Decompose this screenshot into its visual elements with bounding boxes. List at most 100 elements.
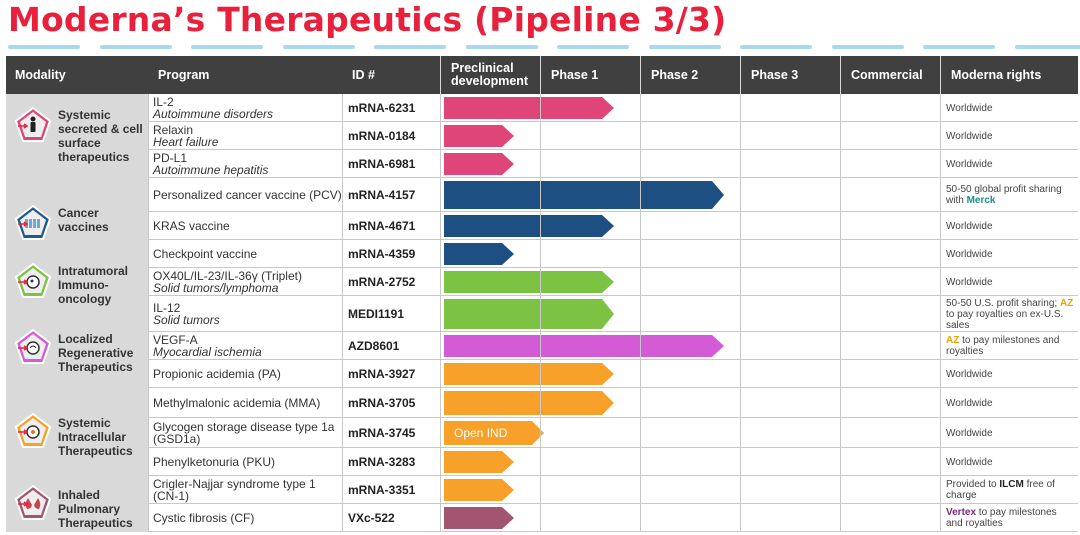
program-name: Phenylketonuria (PKU) [153,448,343,476]
moderna-rights: Worldwide [946,240,1076,268]
stage-arrow [444,335,724,357]
moderna-rights: Worldwide [946,212,1076,240]
rights-partner: ILCM [999,479,1024,490]
table-row [148,296,1078,332]
title-dash [649,45,721,49]
table-row [148,94,1078,122]
stage-arrow [444,153,514,175]
program-label: Methylmalonic acidemia (MMA) [153,396,321,410]
column-divider [940,94,941,532]
stage-arrow [444,363,614,385]
moderna-rights: Worldwide [946,122,1076,150]
rights-text: Worldwide [946,220,993,232]
stage-arrow [444,507,514,529]
column-divider [640,94,641,532]
rights-partner: Merck [966,195,996,206]
table-row [148,150,1078,178]
table-row [148,388,1078,418]
header-modality: Modality [15,67,66,82]
stage-arrow [444,391,614,415]
rights-text: Provided to [946,479,1000,490]
title-dash [191,45,263,49]
stage-arrow-label: Open IND [454,426,508,440]
header-rights: Moderna rights [951,67,1042,82]
person-icon [14,106,52,144]
title-dash [832,45,904,49]
pipeline-table: Modality Program ID # Preclinical develo… [6,56,1078,532]
header-program: Program [158,67,210,82]
program-label: PD-L1 [153,151,188,165]
program-name: Personalized cancer vaccine (PCV) [153,178,343,212]
program-name: Propionic acidemia (PA) [153,360,343,388]
program-indication: Myocardial ischemia [153,345,262,359]
table-row [148,268,1078,296]
cell-icon [14,412,52,450]
program-label: Cystic fibrosis (CF) [153,511,255,525]
program-name: Methylmalonic acidemia (MMA) [153,388,343,418]
moderna-rights: Provided to ILCM free of charge [946,476,1076,504]
table-row [148,448,1078,476]
rights-text-after: to pay milestones and royalties [946,335,1060,357]
program-name: KRAS vaccine [153,212,343,240]
program-label: IL-12 [153,301,181,315]
rights-text: Worldwide [946,248,993,260]
program-label: IL-2 [153,95,174,109]
rights-text: Worldwide [946,456,993,468]
column-divider [342,94,343,532]
title-dash [1015,45,1080,49]
rights-text: 50-50 U.S. profit sharing; [946,297,1060,309]
program-label: Checkpoint vaccine [153,247,258,261]
header-preclinical: Preclinical development [451,61,529,88]
program-label: Propionic acidemia (PA) [153,367,281,381]
program-label: Personalized cancer vaccine (PCV) [153,188,342,202]
moderna-rights: 50-50 global profit sharing with Merck [946,178,1076,212]
header-id: ID # [352,67,375,82]
stage-arrow [444,215,614,237]
program-id: mRNA-4157 [348,188,416,202]
stage-arrow [444,451,514,473]
table-row [148,212,1078,240]
program-name: Relaxin Heart failure [153,122,343,150]
title-dash [740,45,812,49]
program-id: mRNA-0184 [348,129,416,143]
heart-icon [14,328,52,366]
program-label: VEGF-A [153,333,198,347]
program-label: KRAS vaccine [153,219,230,233]
table-row [148,178,1078,212]
stage-arrow [444,479,514,501]
program-indication: Autoimmune hepatitis [153,163,269,177]
column-divider [540,94,541,532]
moderna-rights: Vertex to pay milestones and royalties [946,504,1076,532]
title-dash [466,45,538,49]
table-row [148,332,1078,360]
modality-column [6,94,148,532]
stage-arrow [444,125,514,147]
moderna-rights: Worldwide [946,268,1076,296]
program-id: mRNA-6231 [348,101,416,115]
table-row [148,360,1078,388]
table-row [148,504,1078,532]
table-row [148,122,1078,150]
program-indication: Heart failure [153,135,219,149]
lungs-icon [14,484,52,522]
program-label: Phenylketonuria (PKU) [153,455,276,469]
table-row [148,418,1078,448]
stage-arrow [444,299,614,329]
program-name: Checkpoint vaccine [153,240,343,268]
program-indication: Solid tumors/lymphoma [153,281,279,295]
tumor-cell-icon [14,262,52,300]
moderna-rights: 50-50 U.S. profit sharing; AZ to pay roy… [946,296,1076,332]
program-name: IL-12 Solid tumors [153,296,343,332]
program-label: Crigler-Najjar syndrome type 1 (CN-1) [153,477,316,503]
stage-arrow [444,181,724,209]
program-id: VXc-522 [348,511,395,525]
rights-text: Worldwide [946,276,993,288]
rights-text: Worldwide [946,102,993,114]
rights-text: Worldwide [946,427,993,439]
moderna-rights: Worldwide [946,360,1076,388]
rights-text: Worldwide [946,158,993,170]
rights-text: Worldwide [946,368,993,380]
program-id: mRNA-3705 [348,396,416,410]
modality-label: Intratumoral Immuno-oncology [58,264,129,306]
title-dash [283,45,355,49]
